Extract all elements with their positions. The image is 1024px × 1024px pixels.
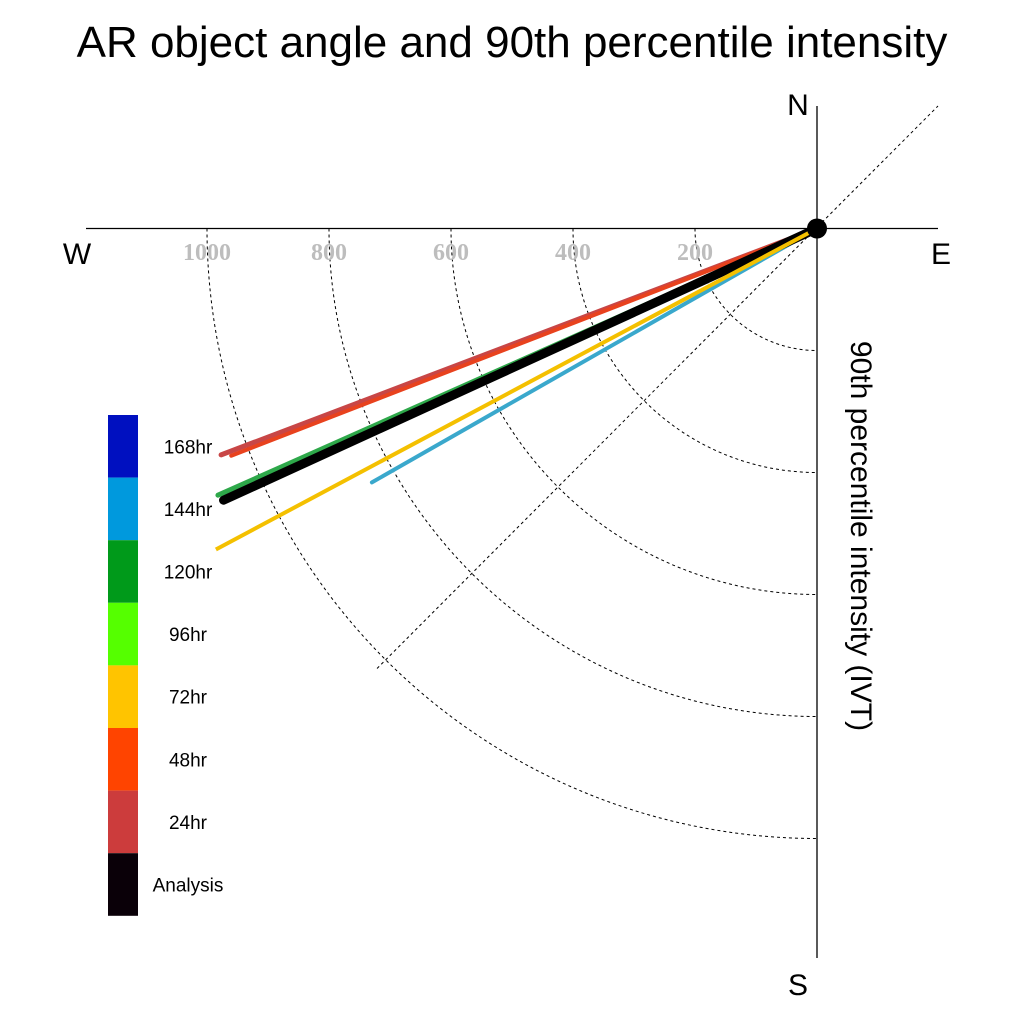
compass-south-label: S [788,969,808,1002]
series-line [369,226,819,485]
legend-label: 72hr [169,688,208,709]
grid-diagonal [376,105,939,669]
legend-swatch [108,415,138,478]
color-legend: 168hr 144hr 120hr 96hr 72hr 48hr 24hr Analysis [108,415,223,916]
series-end-marker [195,543,218,566]
legend-swatch [108,790,138,854]
legend-label: Analysis [153,876,224,897]
legend-swatch [108,853,138,916]
radial-tick-label: 200 [677,240,713,266]
chart-title: AR object angle and 90th percentile inte… [77,18,948,67]
radial-tick-label: 800 [311,240,347,266]
series-line [204,226,819,557]
grid-arc [694,228,818,351]
legend-label: 120hr [164,563,213,584]
grid-arc [206,228,818,839]
legend-label: 96hr [169,625,208,646]
compass-axes [86,106,938,958]
legend-swatch [108,728,138,791]
legend-label: 168hr [164,437,213,458]
legend-swatch [108,477,138,541]
origin-marker [807,218,827,239]
grid-arc [328,228,818,717]
radial-tick-label: 1000 [183,240,231,266]
y-axis-label: 90th percentile intensity (IVT) [844,341,877,731]
legend-swatch [108,665,138,728]
legend-label: 144hr [164,500,213,521]
compass-west-label: W [63,238,92,271]
series-line [229,226,819,458]
radial-tick-label: 600 [433,240,469,266]
legend-label: 24hr [169,813,208,834]
series-line [219,224,822,505]
legend-swatch [108,540,138,603]
polar-grid [206,105,939,839]
legend-label: 48hr [169,750,208,771]
grid-arc [450,228,818,595]
series-lines [195,218,827,566]
legend-swatch [108,602,138,666]
radial-tick-labels: 200 400 600 800 1000 [183,240,713,266]
radial-tick-label: 400 [555,240,591,266]
compass-north-label: N [787,89,809,122]
compass-east-label: E [931,238,951,271]
grid-arc [572,228,818,473]
